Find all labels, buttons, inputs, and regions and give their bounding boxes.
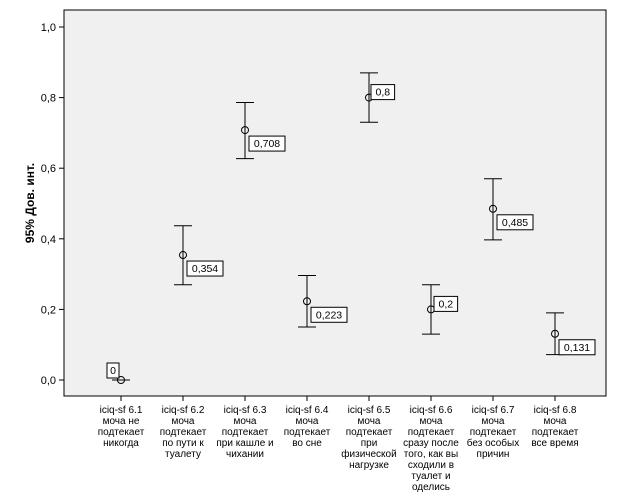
data-point [489, 204, 497, 213]
x-tick-label: iciq-sf 6.5 моча подтекает при физической наг… [341, 405, 396, 471]
data-label: 0,131 [564, 342, 590, 354]
data-label: 0 [110, 365, 116, 377]
data-label: 0,485 [502, 217, 528, 229]
error-bar-group: 0,8 [360, 72, 396, 123]
data-label-box [248, 135, 286, 152]
y-tick-label: 0,0 [41, 375, 56, 387]
data-point [179, 251, 187, 260]
y-tick-label: 0,8 [41, 93, 56, 105]
y-tick-label: 0,2 [41, 304, 56, 316]
data-label: 0,2 [438, 298, 453, 310]
data-label-box [106, 362, 120, 379]
error-bar-group: 0,2 [422, 284, 459, 335]
x-tick-label: iciq-sf 6.4 моча подтекает во сне [284, 405, 331, 449]
data-point [117, 376, 125, 384]
data-label: 0,223 [316, 309, 342, 321]
data-label: 0,8 [375, 87, 390, 99]
data-label-box [186, 260, 224, 277]
data-label: 0,708 [254, 138, 280, 150]
x-tick-label: iciq-sf 6.6 моча подтекает сразу после того,… [403, 405, 459, 493]
y-tick-label: 1,0 [41, 22, 56, 34]
error-bar-group: 0,131 [546, 312, 596, 356]
y-tick-label: 0,4 [41, 234, 56, 246]
error-bar-group: 0,354 [174, 225, 224, 286]
error-bar-group: 0,485 [484, 178, 534, 241]
plot-area [63, 9, 607, 397]
data-label: 0,354 [192, 263, 218, 275]
data-label-box [310, 306, 348, 323]
error-bar-group: 0,708 [236, 102, 286, 160]
data-label-box [496, 214, 534, 231]
error-bar-group: 0 [106, 362, 130, 384]
error-bar-group: 0,223 [298, 275, 348, 328]
data-point [551, 329, 559, 338]
y-tick-label: 0,6 [41, 163, 56, 175]
x-tick-label: iciq-sf 6.1 моча не подтекает никогда [98, 405, 145, 449]
x-tick-label: iciq-sf 6.7 моча подтекает без особых причин [467, 405, 519, 460]
x-tick-label: iciq-sf 6.3 моча подтекает при кашле и чихан… [216, 405, 273, 460]
data-label-box [370, 84, 396, 101]
data-point [241, 126, 249, 135]
data-point [303, 297, 311, 306]
y-axis-title: 95% Дов. инт. [23, 163, 37, 243]
x-tick-label: iciq-sf 6.8 моча подтекает все время [531, 405, 578, 449]
data-label-box [433, 295, 459, 312]
x-tick-label: iciq-sf 6.2 моча подтекает по пути к туалету [160, 405, 207, 460]
data-label-box [558, 339, 596, 356]
